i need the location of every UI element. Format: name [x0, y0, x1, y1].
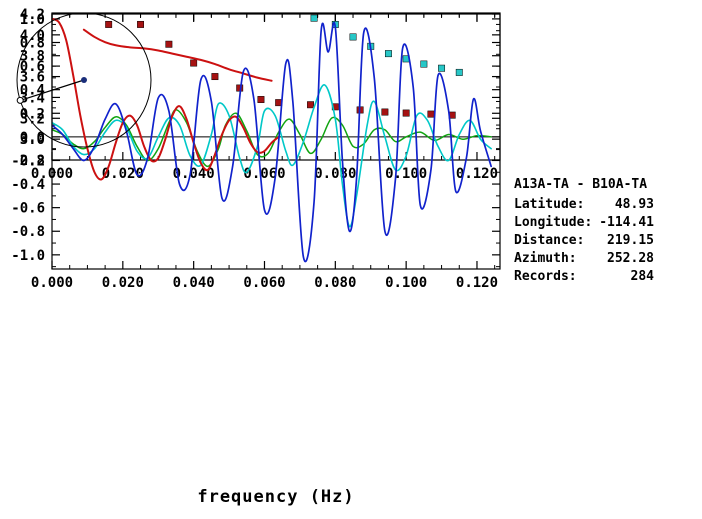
svg-text:0.2: 0.2: [20, 106, 45, 122]
svg-text:0.100: 0.100: [385, 275, 427, 291]
info-value: 48.93: [614, 197, 654, 212]
svg-text:0.020: 0.020: [102, 166, 144, 182]
svg-text:0.6: 0.6: [20, 59, 45, 75]
svg-text:0.0: 0.0: [20, 130, 45, 146]
svg-text:1.0: 1.0: [20, 12, 45, 28]
azimuth-diagram: [16, 12, 152, 148]
info-label: Distance:: [514, 233, 585, 248]
svg-text:3.2: 3.2: [20, 111, 45, 127]
info-row-distance: Distance: 219.15: [514, 232, 654, 250]
svg-text:4.0: 4.0: [20, 28, 45, 44]
svg-text:0.060: 0.060: [243, 275, 285, 291]
svg-text:3.6: 3.6: [20, 70, 45, 86]
svg-text:0.000: 0.000: [31, 275, 73, 291]
svg-text:3.0: 3.0: [20, 132, 45, 148]
svg-text:0.020: 0.020: [102, 275, 144, 291]
info-value: -114.41: [599, 215, 654, 230]
svg-text:-0.4: -0.4: [11, 177, 45, 193]
svg-text:0.040: 0.040: [173, 166, 215, 182]
svg-text:0.080: 0.080: [314, 275, 356, 291]
info-row-records: Records: 284: [514, 268, 654, 286]
svg-text:0.080: 0.080: [314, 166, 356, 182]
svg-text:3.8: 3.8: [20, 49, 45, 65]
info-row-azimuth: Azimuth: 252.28: [514, 250, 654, 268]
svg-text:0.120: 0.120: [456, 166, 498, 182]
svg-text:2.8: 2.8: [20, 153, 45, 169]
waveform-plot: 0.000 0.020 0.040 0.060 0.080 0.100 0.120 -1.0 -…: [11, 12, 501, 291]
svg-text:0.040: 0.040: [173, 275, 215, 291]
svg-text:-1.0: -1.0: [11, 248, 45, 264]
info-row-latitude: Latitude: 48.93: [514, 196, 654, 214]
info-label: Latitude:: [514, 197, 585, 212]
info-label: Azimuth:: [514, 251, 577, 266]
svg-text:4.2: 4.2: [20, 7, 45, 23]
x-axis-label: frequency (Hz): [197, 487, 355, 507]
info-label: Longitude:: [514, 215, 593, 230]
station-info-panel: A13A-TA - B10A-TA Latitude: 48.93 Longit…: [514, 176, 654, 286]
station-pair: A13A-TA - B10A-TA: [514, 177, 648, 192]
svg-text:-0.2: -0.2: [11, 153, 45, 169]
info-value: 252.28: [607, 251, 654, 266]
info-value: 284: [630, 269, 654, 284]
svg-text:0.8: 0.8: [20, 35, 45, 51]
svg-text:-0.6: -0.6: [11, 201, 45, 217]
svg-text:0.120: 0.120: [456, 275, 498, 291]
svg-text:-0.8: -0.8: [11, 224, 45, 240]
info-row-longitude: Longitude: -114.41: [514, 214, 654, 232]
info-label: Records:: [514, 269, 577, 284]
info-value: 219.15: [607, 233, 654, 248]
